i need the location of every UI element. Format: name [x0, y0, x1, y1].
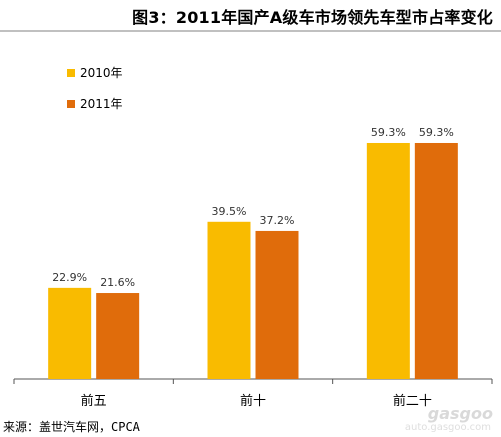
- x-tick-label: 前五: [81, 393, 107, 409]
- data-label: 59.3%: [419, 126, 454, 139]
- data-label: 39.5%: [212, 205, 247, 218]
- title-divider: [0, 30, 501, 32]
- bar-2010: [48, 287, 92, 379]
- legend-label: 2010年: [80, 66, 123, 80]
- data-label: 37.2%: [260, 214, 295, 227]
- chart-title: 图3：2011年国产A级车市场领先车型市占率变化: [132, 8, 493, 27]
- bar-2011: [96, 293, 140, 379]
- legend-swatch-2011: [67, 100, 75, 108]
- x-tick-label: 前十: [240, 393, 266, 409]
- legend-swatch-2010: [67, 69, 75, 77]
- bar-2010: [366, 142, 410, 379]
- legend-label: 2011年: [80, 97, 123, 111]
- source-note: 来源：盖世汽车网，CPCA: [3, 420, 140, 434]
- bar-2010: [207, 221, 251, 379]
- data-label: 59.3%: [371, 126, 406, 139]
- bar-2011: [414, 142, 458, 379]
- data-label: 22.9%: [52, 271, 87, 284]
- bar-2011: [255, 230, 299, 379]
- data-label: 21.6%: [100, 276, 135, 289]
- x-tick-label: 前二十: [393, 393, 432, 409]
